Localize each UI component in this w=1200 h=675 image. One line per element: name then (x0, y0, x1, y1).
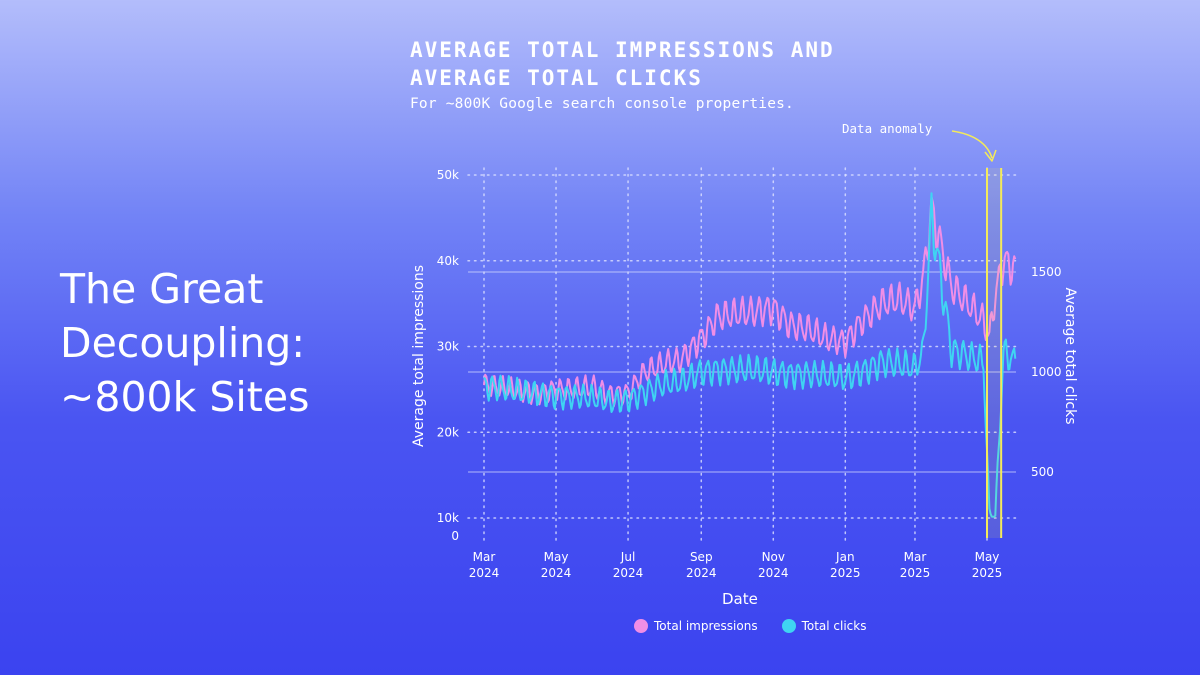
y-axis-left-label: Average total impressions (411, 265, 427, 447)
legend-item-clicks: Total clicks (781, 619, 867, 633)
right-tick-label: 500 (1031, 465, 1054, 479)
x-tick-month: Mar (473, 550, 496, 564)
legend: Total impressions Total clicks (634, 619, 890, 633)
left-tick-label: 30k (437, 340, 459, 354)
x-tick-year: 2024 (541, 566, 572, 580)
anomaly-arrowhead (984, 149, 997, 162)
x-tick-month: Jul (620, 550, 635, 564)
anomaly-annotation: Data anomaly (842, 121, 933, 136)
left-tick-label: 50k (437, 168, 459, 182)
x-tick-month: Jan (835, 550, 855, 564)
left-tick-label: 40k (437, 254, 459, 268)
x-axis-label: Date (722, 590, 758, 608)
x-tick-year: 2025 (900, 566, 931, 580)
y-axis-right-label: Average total clicks (1062, 288, 1078, 425)
x-tick-year: 2024 (758, 566, 789, 580)
slide-title: The Great Decoupling: ~800k Sites (60, 265, 310, 421)
anomaly-arrow (951, 130, 993, 159)
left-tick-label: 10k (437, 511, 459, 525)
x-tick-month: May (544, 550, 569, 564)
x-tick-month: May (975, 550, 1000, 564)
legend-label-clicks: Total clicks (801, 619, 867, 633)
x-tick-month: Mar (904, 550, 927, 564)
x-tick-year: 2025 (972, 566, 1003, 580)
x-tick-year: 2024 (613, 566, 644, 580)
x-tick-month: Nov (762, 550, 785, 564)
x-tick-year: 2025 (830, 566, 861, 580)
series-line-impressions (483, 195, 1017, 408)
legend-item-impressions: Total impressions (634, 619, 758, 633)
legend-label-impressions: Total impressions (654, 619, 758, 633)
left-tick-label: 0 (451, 529, 459, 543)
x-tick-month: Sep (690, 550, 713, 564)
right-tick-label: 1500 (1031, 265, 1062, 279)
left-tick-label: 20k (437, 425, 459, 439)
series-line-clicks (483, 192, 1017, 518)
x-tick-year: 2024 (469, 566, 500, 580)
legend-swatch-impressions (634, 619, 648, 633)
legend-swatch-clicks (781, 619, 796, 633)
anomaly-band (987, 168, 1002, 538)
chart-title: AVERAGE TOTAL IMPRESSIONS AND AVERAGE TO… (410, 38, 835, 90)
x-tick-year: 2024 (686, 566, 717, 580)
chart-subtitle: For ~800K Google search console properti… (410, 96, 794, 112)
right-tick-label: 1000 (1031, 365, 1062, 379)
